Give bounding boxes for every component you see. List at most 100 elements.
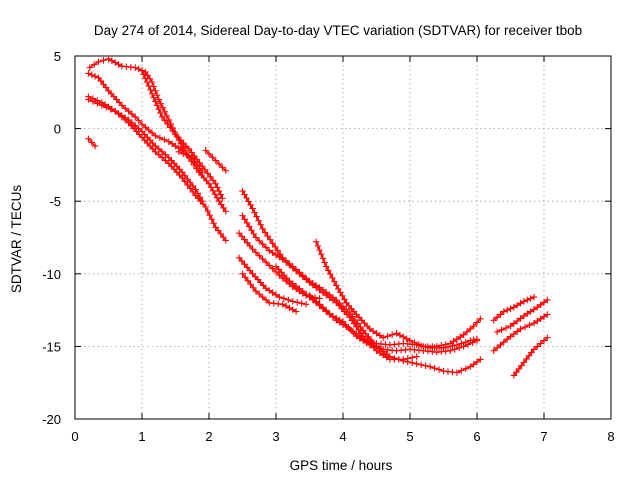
series-markers <box>493 296 551 336</box>
data-point <box>162 157 169 164</box>
data-point <box>252 249 260 256</box>
data-point <box>296 270 303 277</box>
data-point <box>276 293 283 301</box>
data-point <box>152 132 159 140</box>
data-point <box>323 263 330 270</box>
series-line <box>89 58 227 212</box>
data-point <box>266 247 273 254</box>
data-series <box>85 55 551 379</box>
data-point <box>426 363 434 370</box>
data-point <box>309 295 317 302</box>
data-point <box>415 341 423 348</box>
data-point <box>122 116 129 124</box>
data-point <box>88 139 95 146</box>
data-point <box>165 116 172 124</box>
data-point <box>359 335 367 343</box>
data-point <box>272 291 280 299</box>
data-point <box>299 288 306 295</box>
data-point <box>500 308 507 315</box>
data-point <box>413 360 420 368</box>
data-point <box>514 328 521 335</box>
data-point <box>467 337 474 344</box>
data-point <box>393 330 400 337</box>
data-point <box>135 117 142 124</box>
data-point <box>285 296 292 304</box>
data-point <box>523 355 530 363</box>
series-markers <box>85 96 229 244</box>
data-point <box>241 274 249 281</box>
data-point <box>544 311 551 318</box>
data-point <box>493 344 501 352</box>
data-point <box>411 339 418 346</box>
data-point <box>339 292 346 300</box>
data-point <box>527 308 534 315</box>
data-point <box>112 107 119 115</box>
data-point <box>145 126 152 134</box>
data-point <box>518 362 525 369</box>
data-point <box>262 258 270 266</box>
data-point <box>513 368 520 376</box>
data-point <box>243 194 250 202</box>
data-point <box>500 338 507 346</box>
data-point <box>256 252 263 259</box>
series-track-16 <box>313 238 484 350</box>
data-point <box>470 322 477 330</box>
data-point <box>262 296 270 304</box>
data-point <box>150 94 157 101</box>
data-point <box>204 207 211 215</box>
data-point <box>219 164 226 171</box>
data-point <box>91 73 99 80</box>
series-track-5 <box>85 96 229 244</box>
data-point <box>537 340 544 347</box>
data-point <box>215 160 223 168</box>
data-point <box>257 221 264 228</box>
y-tick-label: -10 <box>42 267 61 282</box>
data-point <box>189 188 197 196</box>
series-line <box>241 190 481 374</box>
data-point <box>298 300 305 307</box>
data-point <box>217 230 224 238</box>
data-point <box>259 293 266 301</box>
series-track-13 <box>239 270 300 315</box>
data-point <box>527 295 534 302</box>
data-point <box>266 262 273 269</box>
data-point <box>172 142 179 150</box>
data-point <box>325 267 332 274</box>
data-point <box>252 234 260 241</box>
data-point <box>356 333 363 340</box>
data-point <box>286 261 293 269</box>
data-point <box>462 365 470 372</box>
data-point <box>380 334 387 341</box>
data-point <box>463 328 471 336</box>
series-markers <box>175 148 206 176</box>
data-point <box>289 306 296 313</box>
series-track-15 <box>306 292 481 352</box>
series-markers <box>239 270 300 315</box>
data-point <box>282 258 290 266</box>
data-point <box>376 349 384 357</box>
data-point <box>323 292 330 299</box>
data-point <box>520 298 528 305</box>
data-point <box>473 358 481 366</box>
data-point <box>316 246 323 254</box>
y-tick-labels: 5 0 -5 -10 -15 -20 <box>42 49 61 427</box>
data-point <box>220 233 227 241</box>
data-point <box>341 296 348 303</box>
data-point <box>247 201 254 209</box>
data-point <box>302 301 310 308</box>
data-point <box>517 325 524 333</box>
data-point <box>209 153 216 161</box>
series-track-19 <box>493 296 551 336</box>
data-point <box>241 191 248 198</box>
data-point <box>388 331 396 338</box>
data-point <box>313 284 320 291</box>
data-point <box>292 267 300 275</box>
data-point <box>118 113 126 121</box>
data-point <box>286 277 293 285</box>
data-point <box>323 307 330 314</box>
data-point <box>156 134 164 141</box>
series-track-10 <box>239 212 420 363</box>
data-point <box>537 315 544 323</box>
data-point <box>205 180 213 187</box>
